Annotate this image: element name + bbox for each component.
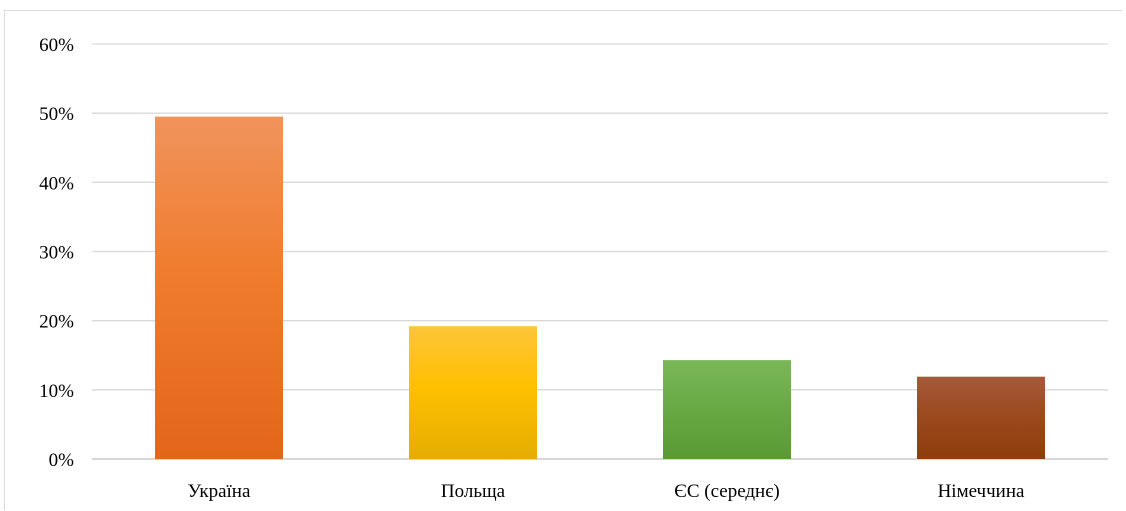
x-category-label: Польща bbox=[441, 481, 506, 502]
y-tick-label: 30% bbox=[39, 243, 74, 264]
y-tick-label: 10% bbox=[39, 381, 74, 402]
y-tick-label: 50% bbox=[39, 104, 74, 125]
bar-germany bbox=[917, 376, 1045, 459]
bar-ukraine bbox=[155, 116, 283, 459]
y-tick-label: 0% bbox=[49, 450, 75, 471]
y-tick-label: 60% bbox=[39, 35, 74, 56]
bar-eu-average bbox=[663, 360, 791, 459]
y-tick-label: 20% bbox=[39, 312, 74, 333]
bars bbox=[155, 116, 1045, 459]
x-category-label: ЄС (середнє) bbox=[674, 481, 779, 502]
x-axis-labels: Україна Польща ЄС (середнє) Німеччина bbox=[188, 481, 1025, 502]
x-category-label: Україна bbox=[188, 481, 251, 502]
y-axis-ticks: 0% 10% 20% 30% 40% 50% 60% bbox=[39, 35, 74, 471]
x-category-label: Німеччина bbox=[938, 481, 1025, 502]
y-tick-label: 40% bbox=[39, 173, 74, 194]
bar-poland bbox=[409, 326, 537, 459]
